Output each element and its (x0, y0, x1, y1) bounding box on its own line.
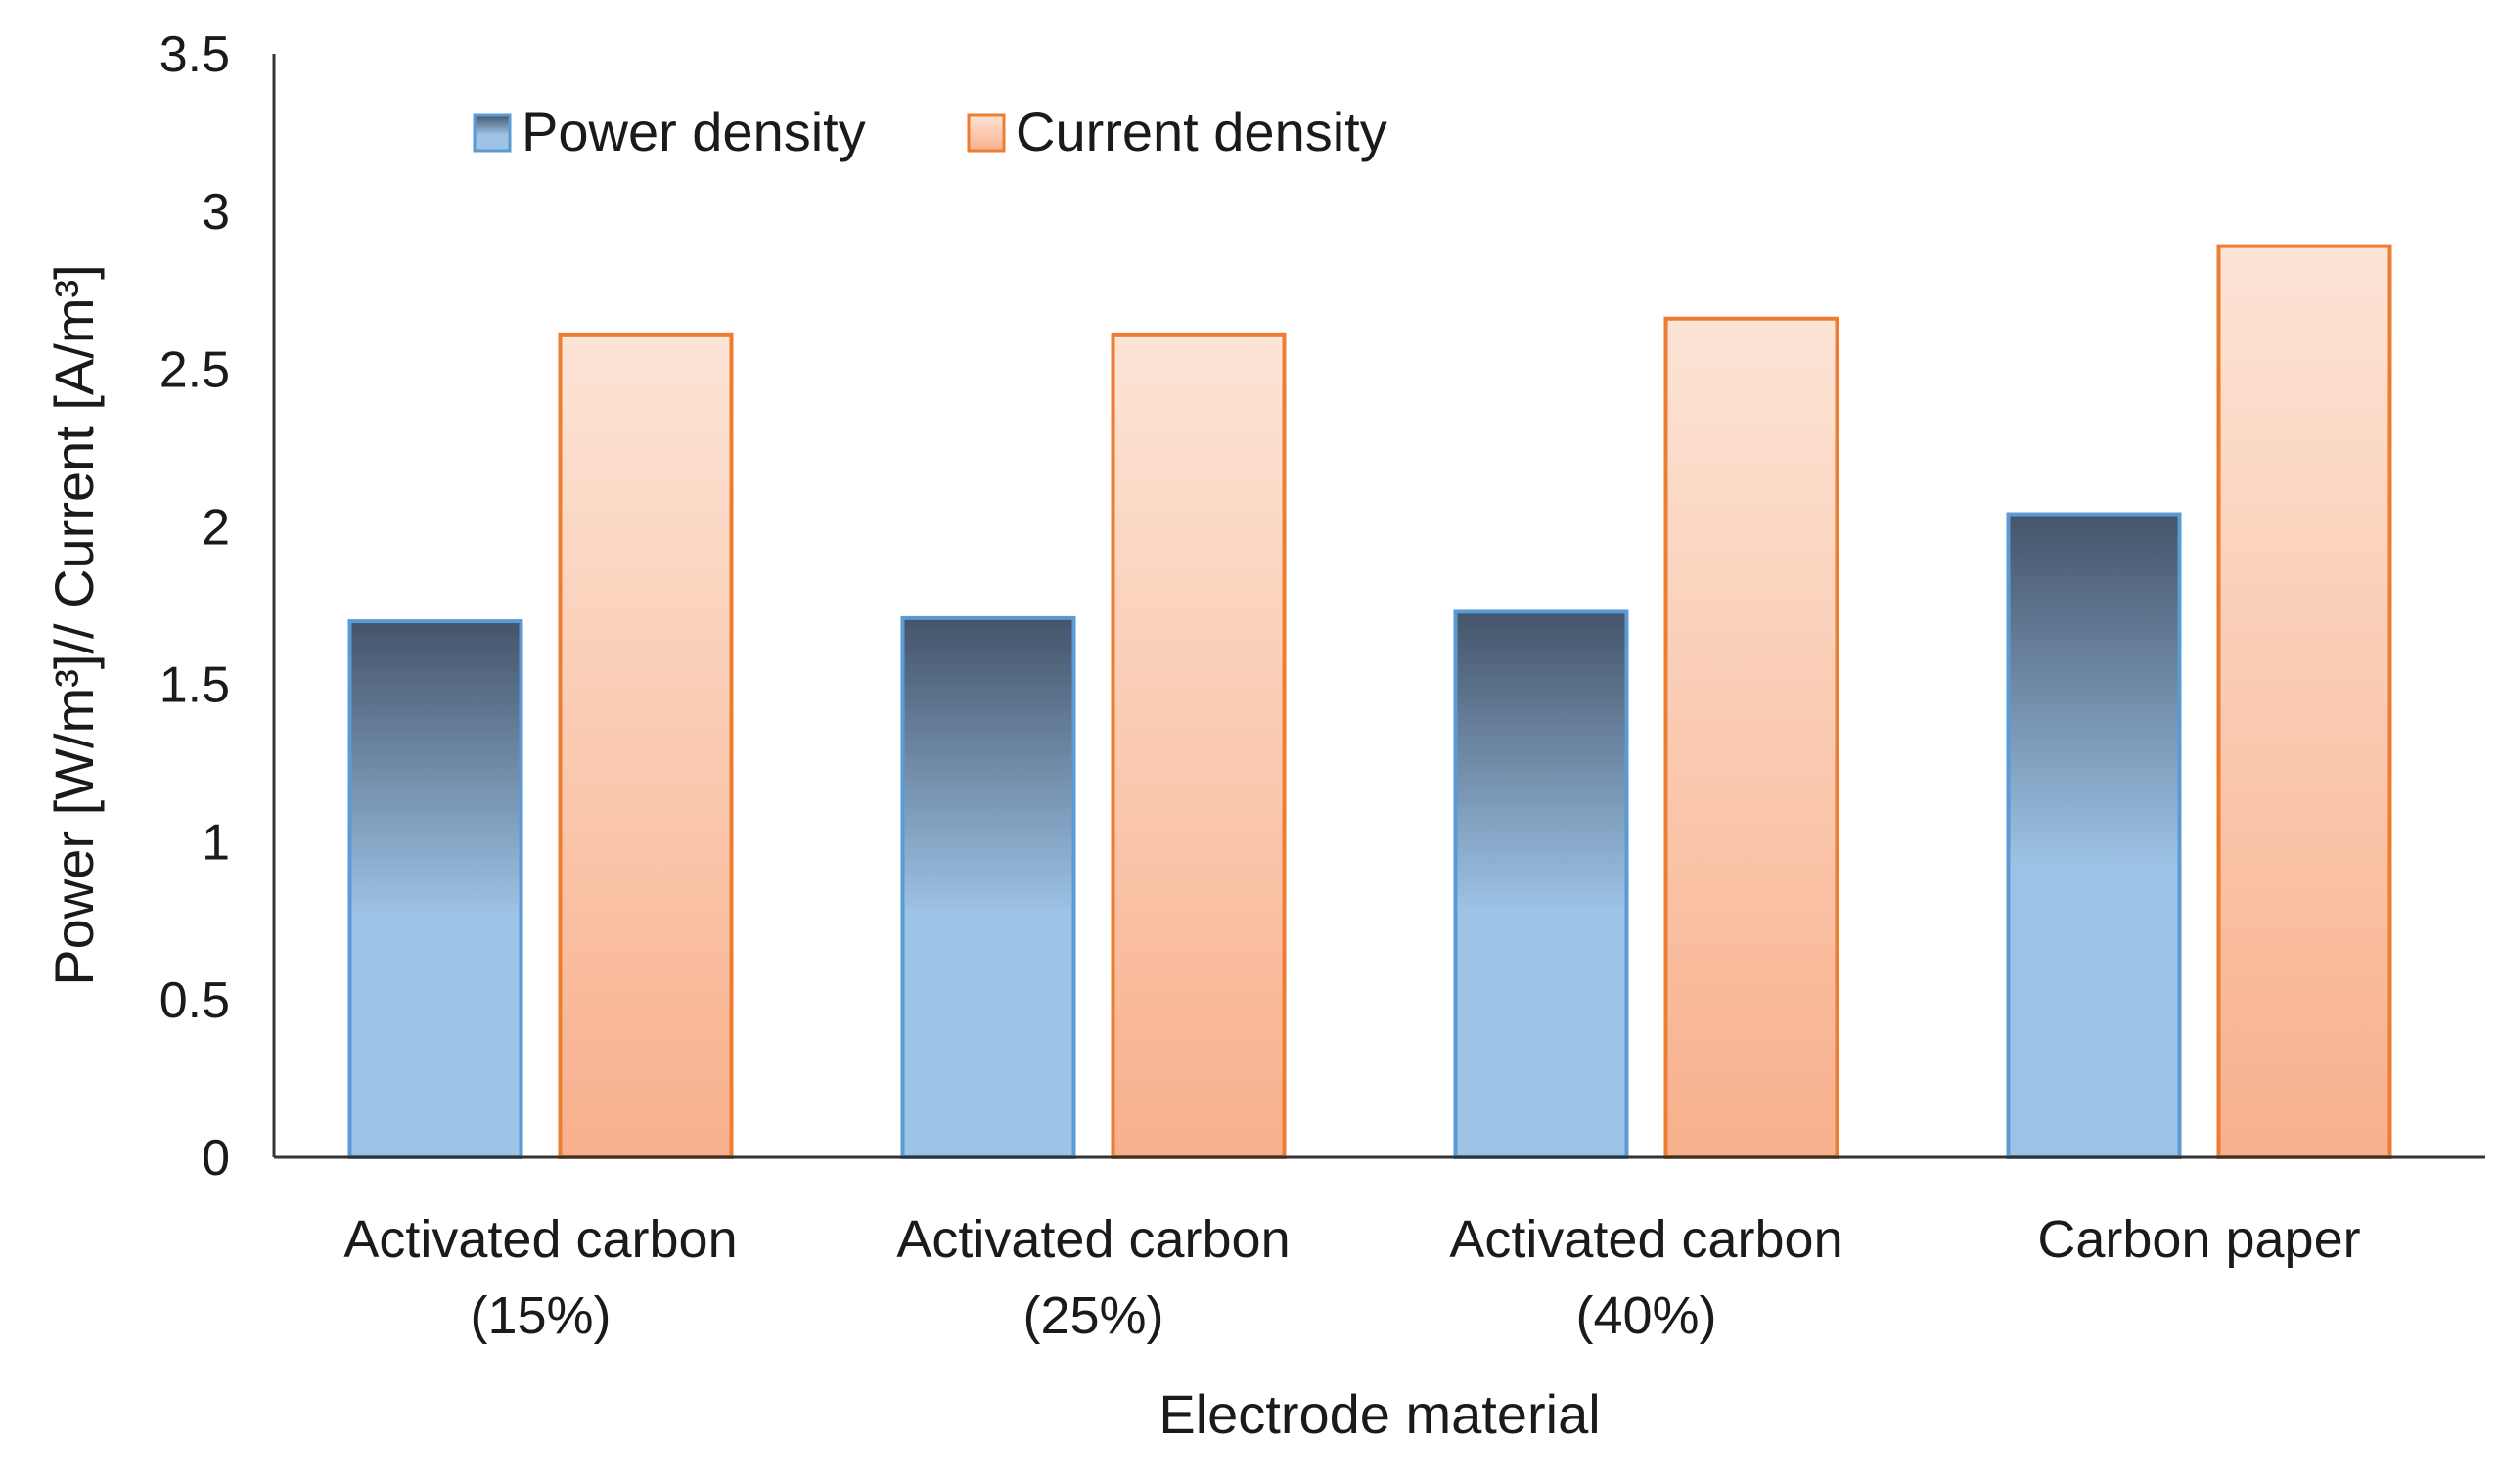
bar-power-density (1453, 609, 1629, 1159)
bar-current-density (1111, 332, 1287, 1159)
y-tick-label: 2 (202, 499, 230, 556)
bar-power-density (347, 619, 523, 1159)
bar-current-density (558, 332, 734, 1159)
legend-item: Current density (967, 101, 1387, 162)
bar-power-density (2006, 512, 2182, 1159)
x-category-label: Activated carbon (40%) (1449, 1210, 1842, 1345)
y-tick-label: 0 (202, 1130, 230, 1187)
bars (347, 244, 2392, 1160)
y-tick-label: 3 (202, 184, 230, 241)
y-axis-title: Power [W/m³]// Current [A/m³] (43, 264, 105, 985)
x-category-label: Carbon paper (2037, 1210, 2360, 1269)
y-tick-label: 0.5 (159, 972, 230, 1029)
bar-power-density (900, 615, 1076, 1159)
legend-swatch (967, 113, 1006, 153)
x-category-label: Activated carbon (25%) (896, 1210, 1290, 1345)
y-tick-label: 2.5 (159, 341, 230, 398)
legend: Power density Current density (473, 101, 1387, 162)
legend-label: Power density (522, 101, 866, 162)
bar-current-density (1663, 316, 1839, 1160)
x-axis-title: Electrode material (1158, 1383, 1600, 1445)
x-axis-category-labels: Activated carbon (15%) Activated carbon (25… (343, 1210, 2360, 1345)
y-tick-label: 1.5 (159, 657, 230, 714)
legend-item: Power density (473, 101, 866, 162)
bar-current-density (2216, 244, 2392, 1159)
y-tick-label: 3.5 (159, 26, 230, 83)
y-tick-label: 1 (202, 815, 230, 872)
y-axis-ticks: 0 0.5 1 1.5 2 2.5 3 3.5 (159, 26, 230, 1187)
legend-label: Current density (1016, 101, 1387, 162)
legend-swatch (473, 113, 512, 153)
x-category-label: Activated carbon (15%) (343, 1210, 737, 1345)
